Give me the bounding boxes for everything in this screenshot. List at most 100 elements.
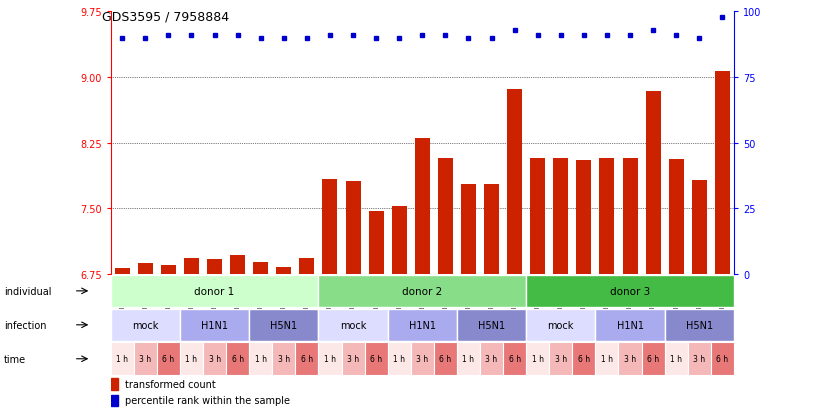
Bar [387,309,456,341]
Text: H5N1: H5N1 [685,320,712,330]
Bar [710,343,733,375]
Text: H5N1: H5N1 [270,320,297,330]
Bar [437,158,452,413]
Bar [276,267,291,413]
Bar [369,211,383,413]
Text: 6 h: 6 h [369,354,382,363]
Bar [115,268,129,413]
Bar [526,275,733,307]
Bar [203,343,226,375]
Text: H1N1: H1N1 [201,320,228,330]
Bar [345,182,360,413]
Bar [456,309,526,341]
Text: 1 h: 1 h [669,354,681,363]
Bar [253,262,268,413]
Text: 1 h: 1 h [255,354,266,363]
Bar [161,266,176,413]
Text: 3 h: 3 h [692,354,704,363]
Bar [549,343,572,375]
Bar [322,179,337,413]
Text: 6 h: 6 h [301,354,313,363]
Text: percentile rank within the sample: percentile rank within the sample [124,395,289,405]
Text: 1 h: 1 h [393,354,405,363]
Text: 1 h: 1 h [600,354,613,363]
Bar [249,343,272,375]
Bar [664,343,687,375]
Text: 3 h: 3 h [554,354,566,363]
Bar [526,309,595,341]
Bar [595,343,618,375]
Bar [299,259,314,413]
Text: 1 h: 1 h [185,354,197,363]
Text: 1 h: 1 h [531,354,543,363]
Bar [503,343,526,375]
Text: 3 h: 3 h [485,354,497,363]
Text: H1N1: H1N1 [616,320,643,330]
Text: donor 1: donor 1 [194,286,234,296]
Bar [318,343,341,375]
Bar [645,92,660,413]
Bar [714,72,729,413]
Text: 6 h: 6 h [439,354,451,363]
Bar [506,90,522,413]
Bar [687,343,710,375]
Text: 1 h: 1 h [116,354,128,363]
Bar [526,343,549,375]
Bar [138,263,152,413]
Text: 3 h: 3 h [139,354,152,363]
Bar [456,343,479,375]
Text: 6 h: 6 h [162,354,174,363]
Bar [664,309,733,341]
Text: 6 h: 6 h [577,354,589,363]
Bar [691,181,706,413]
Bar [111,395,118,406]
Bar [387,343,410,375]
Bar [318,309,387,341]
Bar [433,343,456,375]
Bar [249,309,318,341]
Bar [179,309,249,341]
Bar [483,184,499,413]
Bar [414,139,429,413]
Bar [576,161,590,413]
Text: 6 h: 6 h [716,354,727,363]
Text: mock: mock [547,320,573,330]
Text: 3 h: 3 h [416,354,428,363]
Text: 3 h: 3 h [278,354,290,363]
Text: 6 h: 6 h [646,354,658,363]
Bar [295,343,318,375]
Bar [111,378,118,390]
Text: GDS3595 / 7958884: GDS3595 / 7958884 [102,10,229,23]
Bar [183,259,199,413]
Bar [622,158,636,413]
Bar [599,158,613,413]
Bar [640,343,664,375]
Bar [341,343,364,375]
Bar [111,343,133,375]
Bar [133,343,156,375]
Bar [111,275,318,307]
Bar [667,160,683,413]
Text: 6 h: 6 h [231,354,243,363]
Bar [207,259,222,413]
Bar [230,255,245,413]
Bar [460,184,475,413]
Bar [364,343,387,375]
Bar [530,158,545,413]
Text: infection: infection [4,320,47,330]
Text: H1N1: H1N1 [409,320,435,330]
Text: 3 h: 3 h [623,354,636,363]
Text: 1 h: 1 h [462,354,474,363]
Bar [410,343,433,375]
Text: individual: individual [4,286,52,296]
Bar [318,275,526,307]
Text: donor 2: donor 2 [401,286,442,296]
Text: mock: mock [132,320,158,330]
Text: 3 h: 3 h [346,354,359,363]
Bar [111,309,179,341]
Bar [572,343,595,375]
Bar [179,343,203,375]
Bar [226,343,249,375]
Text: H5N1: H5N1 [477,320,505,330]
Bar [553,159,568,413]
